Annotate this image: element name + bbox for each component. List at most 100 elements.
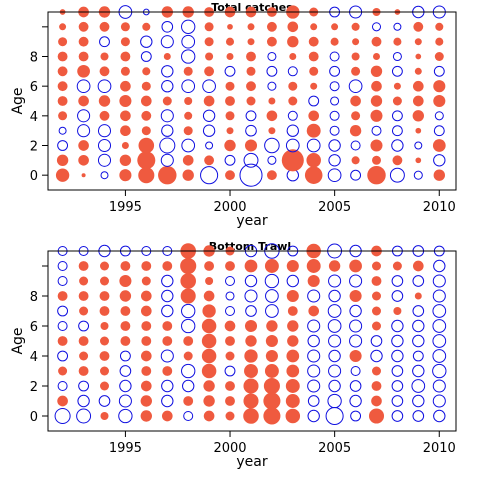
bubble-1995-age-4 (120, 110, 131, 122)
bubble-1999-age-2 (205, 141, 214, 150)
bubble-2008-age-9 (391, 275, 404, 287)
bubble-1994-age-3 (97, 124, 112, 138)
bubble-2010-age-3 (433, 125, 445, 137)
bubble-1996-age-7 (142, 67, 151, 76)
bubble-2010-age-0 (433, 409, 446, 423)
bubble-1993-age-7 (79, 306, 89, 316)
bubble-1996-age-8 (140, 51, 152, 62)
bubble-2010-age-10 (435, 22, 444, 31)
bubble-1992-age-5 (57, 96, 68, 106)
bubble-1993-age-6 (76, 79, 91, 94)
bubble-2010-age-1 (432, 394, 446, 408)
x-axis-label: year (236, 213, 267, 229)
bubble-1999-age-7 (204, 66, 215, 77)
bubble-2004-age-9 (308, 36, 319, 47)
bubble-2004-age-4 (308, 110, 320, 122)
bubble-1993-age-9 (78, 36, 89, 47)
bubble-1996-age-4 (141, 110, 152, 121)
bubble-1995-age-8 (119, 290, 132, 302)
bubble-2010-age-10 (433, 259, 446, 273)
bubble-2003-age-10 (286, 259, 299, 273)
bubble-2002-age-8 (267, 51, 277, 62)
y-axis: 0 2 4 6 8 (30, 265, 49, 425)
bubble-2002-age-9 (264, 273, 280, 289)
bubble-2004-age-9 (307, 274, 320, 288)
bubble-2006-age-0 (350, 169, 362, 181)
bubble-1993-age-6 (78, 320, 90, 332)
bubble-2006-age-9 (352, 38, 360, 46)
bubble-2003-age-6 (287, 320, 299, 332)
bubble-2006-age-5 (349, 334, 363, 348)
bubble-2000-age-8 (226, 53, 234, 60)
bubble-1999-age-8 (203, 290, 215, 302)
bubble-2008-age-1 (392, 155, 403, 166)
bubble-2003-age-2 (285, 379, 300, 393)
bubble-2009-age-5 (412, 334, 425, 348)
bubble-1995-age-10 (120, 22, 130, 32)
bubble-2001-age-8 (246, 51, 256, 62)
bubble-1997-age-0 (161, 410, 173, 422)
x-tick-label: 1995 (109, 441, 142, 456)
bubble-2005-age-6 (329, 81, 340, 92)
bubble-2009-age-7 (412, 305, 425, 317)
bubble-1992-age-6 (57, 321, 68, 331)
bubble-2009-age-0 (412, 410, 425, 422)
bubble-2003-age-1 (281, 149, 304, 172)
bubble-1992-age-0 (55, 168, 70, 182)
bubble-2007-age-1 (372, 155, 381, 165)
bubble-2006-age-0 (350, 410, 362, 422)
bubble-1993-age-7 (77, 64, 90, 78)
bubble-2007-age-5 (370, 335, 383, 347)
bubble-2002-age-7 (265, 304, 279, 318)
bubble-2006-age-10 (351, 22, 360, 31)
bubble-2000-age-7 (225, 306, 235, 316)
bubble-1997-age-2 (161, 379, 174, 393)
bubble-2010-age-4 (432, 349, 447, 363)
bubble-1999-age-9 (205, 276, 214, 286)
bubble-2007-age-10 (372, 261, 381, 271)
bubble-1998-age-7 (183, 66, 193, 76)
bubble-1996-age-5 (141, 336, 152, 346)
bubble-1996-age-5 (140, 95, 152, 107)
bubble-2009-age-10 (413, 21, 424, 32)
bubble-2001-age-1 (243, 393, 259, 409)
bubble-2000-age-3 (226, 127, 234, 135)
bubble-1997-age-6 (161, 80, 174, 93)
bubble-2004-age-0 (304, 166, 323, 184)
bubble-2001-age-5 (246, 96, 256, 106)
bubble-2002-age-1 (263, 392, 281, 410)
bubble-2007-age-0 (368, 408, 385, 424)
bubble-2007-age-6 (372, 321, 381, 331)
bubble-1993-age-4 (79, 351, 89, 361)
bubble-2005-age-3 (328, 364, 342, 378)
x-axis-label: year (236, 454, 267, 470)
bubble-1993-age-3 (77, 124, 91, 138)
bubble-1996-age-4 (140, 350, 152, 362)
bubble-2010-age-9 (432, 274, 446, 288)
bubble-1998-age-3 (181, 363, 196, 379)
bubble-2004-age-6 (307, 319, 321, 333)
bubble-2009-age-6 (412, 80, 424, 92)
bubble-2004-age-4 (307, 349, 321, 363)
bubble-2009-age-2 (414, 141, 423, 150)
bubble-1992-age-1 (57, 395, 68, 407)
bubble-1995-age-6 (120, 80, 131, 92)
bubble-2008-age-10 (393, 22, 402, 31)
bubble-2003-age-9 (286, 274, 299, 288)
bubble-1994-age-6 (97, 79, 112, 94)
bubble-1993-age-0 (81, 173, 86, 178)
bubble-1997-age-0 (158, 165, 177, 185)
bubble-2008-age-2 (391, 380, 404, 392)
bubble-2003-age-1 (285, 394, 300, 408)
bubble-2000-age-6 (224, 320, 236, 332)
bubble-2005-age-4 (328, 349, 341, 363)
bubble-2000-age-9 (225, 276, 235, 286)
bubble-2001-age-10 (244, 259, 258, 273)
bubble-2008-age-8 (392, 51, 402, 62)
bubble-1996-age-0 (140, 410, 152, 422)
bubble-1996-age-2 (140, 380, 152, 392)
bubble-1995-age-9 (119, 274, 132, 288)
bubble-1995-age-3 (120, 125, 131, 137)
bubble-2008-age-7 (393, 306, 402, 316)
bubble-2001-age-5 (245, 335, 257, 347)
